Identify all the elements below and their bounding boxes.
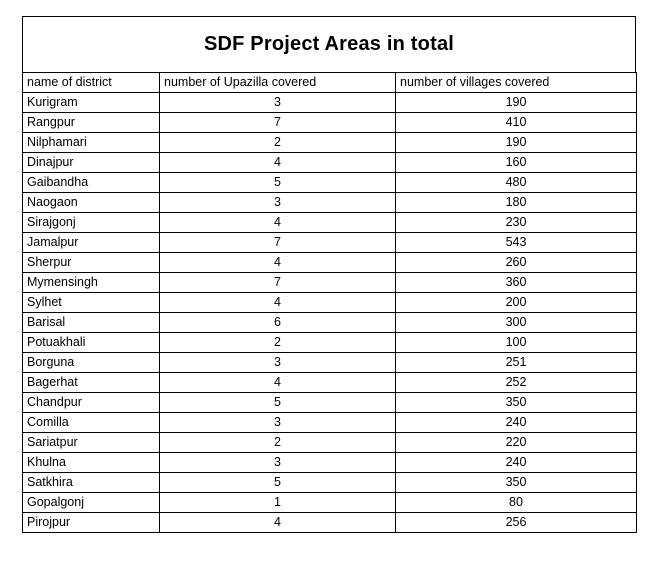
district-cell: Dinajpur [22, 152, 160, 173]
district-cell: Pirojpur [22, 512, 160, 533]
title-cell: SDF Project Areas in total [22, 16, 636, 72]
district-cell: Khulna [22, 452, 160, 473]
project-areas-sheet: SDF Project Areas in total name of distr… [22, 16, 637, 533]
upazilla-count-cell: 4 [159, 372, 396, 393]
districts-table: name of district number of Upazilla cove… [22, 72, 637, 533]
table-row: Barisal 6 300 [22, 312, 637, 333]
table-row: Pirojpur 4 256 [22, 512, 637, 533]
upazilla-count-cell: 6 [159, 312, 396, 333]
table-row: Chandpur 5 350 [22, 392, 637, 413]
district-cell: Gaibandha [22, 172, 160, 193]
district-cell: Mymensingh [22, 272, 160, 293]
upazilla-count-cell: 4 [159, 212, 396, 233]
upazilla-count-cell: 7 [159, 112, 396, 133]
district-cell: Comilla [22, 412, 160, 433]
table-row: Sylhet 4 200 [22, 292, 637, 313]
table-row: Dinajpur 4 160 [22, 152, 637, 173]
village-count-cell: 260 [395, 252, 637, 273]
village-count-cell: 256 [395, 512, 637, 533]
district-cell: Potuakhali [22, 332, 160, 353]
table-row: Borguna 3 251 [22, 352, 637, 373]
village-count-cell: 480 [395, 172, 637, 193]
district-cell: Nilphamari [22, 132, 160, 153]
table-row: Naogaon 3 180 [22, 192, 637, 213]
village-count-cell: 190 [395, 132, 637, 153]
table-row: Kurigram 3 190 [22, 92, 637, 113]
upazilla-count-cell: 4 [159, 292, 396, 313]
village-count-cell: 350 [395, 472, 637, 493]
district-cell: Rangpur [22, 112, 160, 133]
table-row: Sirajgonj 4 230 [22, 212, 637, 233]
upazilla-count-cell: 5 [159, 472, 396, 493]
table-row: Khulna 3 240 [22, 452, 637, 473]
district-cell: Kurigram [22, 92, 160, 113]
district-cell: Sherpur [22, 252, 160, 273]
district-cell: Sirajgonj [22, 212, 160, 233]
village-count-cell: 410 [395, 112, 637, 133]
upazilla-count-cell: 5 [159, 392, 396, 413]
upazilla-count-cell: 7 [159, 272, 396, 293]
header-villages: number of villages covered [395, 72, 637, 93]
upazilla-count-cell: 3 [159, 412, 396, 433]
district-cell: Borguna [22, 352, 160, 373]
upazilla-count-cell: 2 [159, 132, 396, 153]
table-row: Comilla 3 240 [22, 412, 637, 433]
district-cell: Bagerhat [22, 372, 160, 393]
upazilla-count-cell: 3 [159, 192, 396, 213]
table-row: Sariatpur 2 220 [22, 432, 637, 453]
header-district: name of district [22, 72, 160, 93]
village-count-cell: 251 [395, 352, 637, 373]
upazilla-count-cell: 3 [159, 92, 396, 113]
village-count-cell: 190 [395, 92, 637, 113]
upazilla-count-cell: 1 [159, 492, 396, 513]
table-header-row: name of district number of Upazilla cove… [22, 72, 637, 93]
district-cell: Sariatpur [22, 432, 160, 453]
district-cell: Sylhet [22, 292, 160, 313]
upazilla-count-cell: 3 [159, 352, 396, 373]
village-count-cell: 230 [395, 212, 637, 233]
district-cell: Chandpur [22, 392, 160, 413]
village-count-cell: 200 [395, 292, 637, 313]
village-count-cell: 100 [395, 332, 637, 353]
upazilla-count-cell: 4 [159, 252, 396, 273]
table-row: Bagerhat 4 252 [22, 372, 637, 393]
header-upazilla: number of Upazilla covered [159, 72, 396, 93]
table-row: Satkhira 5 350 [22, 472, 637, 493]
village-count-cell: 543 [395, 232, 637, 253]
upazilla-count-cell: 3 [159, 452, 396, 473]
upazilla-count-cell: 4 [159, 152, 396, 173]
village-count-cell: 180 [395, 192, 637, 213]
table-row: Sherpur 4 260 [22, 252, 637, 273]
upazilla-count-cell: 2 [159, 332, 396, 353]
village-count-cell: 160 [395, 152, 637, 173]
table-row: Gaibandha 5 480 [22, 172, 637, 193]
village-count-cell: 80 [395, 492, 637, 513]
village-count-cell: 252 [395, 372, 637, 393]
village-count-cell: 220 [395, 432, 637, 453]
village-count-cell: 240 [395, 412, 637, 433]
table-row: Jamalpur 7 543 [22, 232, 637, 253]
upazilla-count-cell: 7 [159, 232, 396, 253]
village-count-cell: 360 [395, 272, 637, 293]
district-cell: Satkhira [22, 472, 160, 493]
village-count-cell: 350 [395, 392, 637, 413]
table-row: Mymensingh 7 360 [22, 272, 637, 293]
page-title: SDF Project Areas in total [203, 33, 455, 55]
table-row: Nilphamari 2 190 [22, 132, 637, 153]
district-cell: Naogaon [22, 192, 160, 213]
district-cell: Barisal [22, 312, 160, 333]
district-cell: Jamalpur [22, 232, 160, 253]
upazilla-count-cell: 2 [159, 432, 396, 453]
upazilla-count-cell: 5 [159, 172, 396, 193]
village-count-cell: 300 [395, 312, 637, 333]
village-count-cell: 240 [395, 452, 637, 473]
table-row: Potuakhali 2 100 [22, 332, 637, 353]
district-cell: Gopalgonj [22, 492, 160, 513]
table-row: Gopalgonj 1 80 [22, 492, 637, 513]
upazilla-count-cell: 4 [159, 512, 396, 533]
table-row: Rangpur 7 410 [22, 112, 637, 133]
